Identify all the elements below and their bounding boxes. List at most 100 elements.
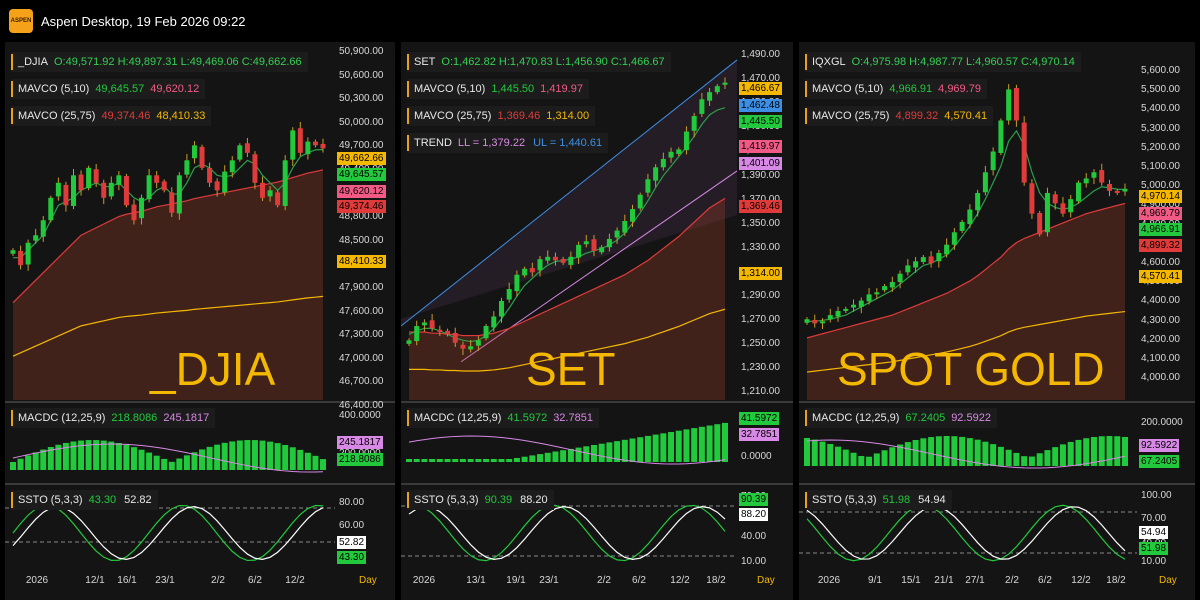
macd-bar [714, 424, 721, 462]
price-tick-label: 4,000.00 [1141, 372, 1180, 384]
chart-panel-djia[interactable]: _DJIA _DJIA O:49,571.92 H:49,897.31 L:49,4… [5, 42, 395, 600]
candle [897, 270, 903, 289]
candle [1091, 169, 1097, 185]
price-tick-label: 4,300.00 [1141, 314, 1180, 326]
legend-mavco-long[interactable]: MAVCO (25,75) 49,374.46 48,410.33 [11, 106, 212, 126]
macd-bar [1106, 436, 1113, 466]
legend-ohlc[interactable]: IQXGL O:4,975.98 H:4,987.77 L:4,960.57 C:… [805, 52, 1081, 72]
candle [630, 204, 636, 228]
macd-bar [513, 458, 520, 462]
chart-panel-gold[interactable]: SPOT GOLD IQXGL O:4,975.98 H:4,987.77 L:4,… [799, 42, 1195, 600]
price-tag: 49,662.66 [337, 152, 386, 165]
macd-bar [668, 432, 675, 462]
macd-bar [176, 458, 183, 470]
macd-bar [1083, 438, 1090, 466]
candle [653, 164, 659, 187]
candle [522, 266, 528, 278]
candles [10, 121, 326, 271]
macd-bar [606, 442, 613, 462]
macd-bar [1075, 439, 1082, 466]
legend-macd[interactable]: MACDC (12,25,9) 218.8086 245.1817 [11, 408, 216, 428]
ssto-k-line [806, 504, 1126, 562]
ssto-label: SSTO (5,3,3) [812, 494, 877, 506]
macd-bar [32, 452, 39, 470]
legend-mavco-long[interactable]: MAVCO (25,75) 4,899.32 4,570.41 [805, 106, 994, 126]
macd-bar [191, 452, 198, 470]
mavco-long-label: MAVCO (25,75) [18, 110, 96, 122]
mavco-long-v1: 1,369.46 [497, 110, 541, 122]
timeframe-label[interactable]: Day [1159, 575, 1177, 586]
macd-bar [621, 439, 628, 462]
candle [131, 199, 137, 225]
ssto-label: SSTO (5,3,3) [414, 494, 479, 506]
timeframe-label[interactable]: Day [757, 575, 775, 586]
legend-ssto[interactable]: SSTO (5,3,3) 43.30 52.82 [11, 490, 158, 510]
candle [244, 137, 250, 158]
macd-bar [614, 441, 621, 462]
candle [468, 339, 474, 353]
mavco-long-label: MAVCO (25,75) [414, 110, 492, 122]
macd-bar [429, 459, 436, 462]
mavco-short-v2: 4,969.79 [938, 83, 981, 95]
candle [161, 179, 167, 193]
legend-ssto[interactable]: SSTO (5,3,3) 51.98 54.94 [805, 490, 952, 510]
mavco-long-v2: 1,314.00 [546, 110, 590, 122]
macd-bar [93, 440, 100, 470]
chart-panel-set[interactable]: SET SET O:1,462.82 H:1,470.83 L:1,456.90 C… [401, 42, 793, 600]
legend-mavco-short[interactable]: MAVCO (5,10) 1,445.50 1,419.97 [407, 79, 589, 99]
candle [537, 256, 543, 277]
macd-bar [1036, 453, 1043, 466]
legend-mavco-short[interactable]: MAVCO (5,10) 4,966.91 4,969.79 [805, 79, 987, 99]
macd-bar [259, 440, 266, 470]
legend-ohlc[interactable]: _DJIA O:49,571.92 H:49,897.31 L:49,469.06… [11, 52, 308, 72]
macd-bar [436, 459, 443, 462]
price-tick-label: 49,700.00 [339, 140, 384, 152]
date-tick-label: 18/2 [706, 575, 726, 586]
candle [959, 219, 965, 233]
price-tick-label: 50,900.00 [339, 46, 384, 57]
candle [290, 127, 296, 166]
trend-upper-line [401, 59, 738, 327]
ma-75-line [409, 308, 726, 372]
candle [1075, 180, 1081, 204]
price-tag: 48,410.33 [337, 255, 386, 268]
macd-bar [866, 456, 873, 466]
candle [975, 189, 981, 217]
candle [583, 234, 589, 248]
candle [146, 168, 152, 203]
macd-bar [221, 442, 228, 470]
macd-bar [444, 459, 451, 462]
legend-trend[interactable]: TREND LL = 1,379.22 UL = 1,440.61 [407, 133, 609, 153]
legend-mavco-short[interactable]: MAVCO (5,10) 49,645.57 49,620.12 [11, 79, 206, 99]
candle [606, 233, 612, 252]
candle [139, 194, 145, 225]
macd-bar [467, 459, 474, 462]
legend-ssto[interactable]: SSTO (5,3,3) 90.39 88.20 [407, 490, 554, 510]
legend-ohlc[interactable]: SET O:1,462.82 H:1,470.83 L:1,456.90 C:1,… [407, 52, 671, 72]
candle [944, 238, 950, 258]
candle [882, 284, 888, 293]
timeframe-label[interactable]: Day [359, 575, 377, 586]
macd-bar [881, 450, 888, 466]
panel-overlay: _DJIA _DJIA O:49,571.92 H:49,897.31 L:49,4… [5, 42, 395, 600]
legend-macd[interactable]: MACDC (12,25,9) 67.2405 92.5922 [805, 408, 997, 428]
price-tag: 1,401.09 [739, 157, 782, 170]
legend-mavco-long[interactable]: MAVCO (25,75) 1,369.46 1,314.00 [407, 106, 596, 126]
macd-tick-label: 400.0000 [339, 410, 381, 421]
price-tick-label: 1,230.00 [741, 362, 780, 374]
price-tick-label: 1,390.00 [741, 169, 780, 181]
ma-75-line [806, 310, 1126, 373]
candle [123, 173, 129, 208]
candle [214, 178, 220, 197]
date-tick-label: 2026 [817, 575, 841, 586]
chart-watermark: SET [526, 343, 616, 395]
legend-macd[interactable]: MACDC (12,25,9) 41.5972 32.7851 [407, 408, 599, 428]
price-tag: 1,445.50 [739, 115, 782, 128]
macd-bar [490, 459, 497, 462]
macd-bar [1067, 441, 1074, 466]
macd-bar [850, 452, 857, 466]
candle [320, 138, 326, 153]
symbol-label: SET [414, 56, 436, 68]
macd-bar [842, 449, 849, 466]
candle [529, 262, 535, 277]
